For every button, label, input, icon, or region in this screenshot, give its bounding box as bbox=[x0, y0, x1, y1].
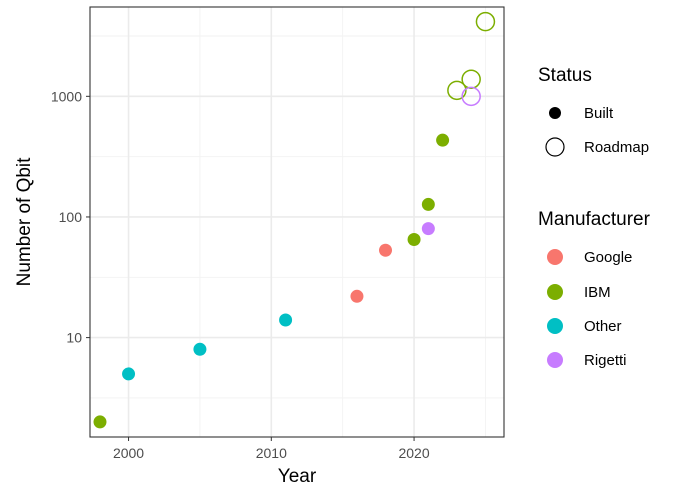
data-point-rigetti-built bbox=[421, 222, 435, 236]
legend-key-google bbox=[547, 249, 563, 265]
x-tick-label: 2000 bbox=[113, 445, 144, 461]
legend-title-manufacturer: Manufacturer bbox=[538, 209, 651, 230]
plot-panel bbox=[90, 7, 504, 437]
data-point-ibm-built bbox=[436, 133, 450, 147]
data-points bbox=[93, 11, 496, 429]
legend-label-other: Other bbox=[584, 318, 622, 335]
data-point-other-built bbox=[193, 342, 207, 356]
data-point-ibm-roadmap bbox=[447, 80, 467, 101]
x-axis-ticks: 2000 2010 2020 bbox=[113, 437, 430, 461]
legend-label-roadmap: Roadmap bbox=[584, 139, 649, 156]
y-tick-label: 100 bbox=[59, 209, 83, 225]
legend-title-status: Status bbox=[538, 65, 592, 86]
plot-border bbox=[89, 6, 505, 438]
legend-key-other bbox=[547, 318, 563, 334]
legend-label-ibm: IBM bbox=[584, 284, 611, 301]
data-point-ibm-roadmap bbox=[461, 69, 481, 89]
legend-label-google: Google bbox=[584, 249, 632, 266]
data-point-ibm-built bbox=[93, 415, 107, 429]
data-point-other-built bbox=[122, 367, 136, 381]
y-tick-label: 10 bbox=[66, 330, 82, 346]
data-point-ibm-built bbox=[421, 197, 435, 211]
x-tick-label: 2020 bbox=[398, 445, 429, 461]
grid-lines bbox=[90, 7, 504, 437]
data-point-google-built bbox=[350, 289, 364, 303]
legend-label-built: Built bbox=[584, 105, 614, 122]
x-tick-label: 2010 bbox=[256, 445, 287, 461]
legend-key-ibm bbox=[547, 284, 563, 300]
legend-key-rigetti bbox=[547, 352, 563, 368]
x-axis-title: Year bbox=[278, 466, 317, 487]
data-point-ibm-built bbox=[407, 233, 421, 247]
data-point-other-built bbox=[279, 313, 293, 327]
y-axis-ticks: 10 100 1000 bbox=[51, 88, 90, 346]
data-point-ibm-roadmap bbox=[475, 11, 496, 32]
y-axis-title: Number of Qbit bbox=[14, 157, 35, 287]
legend-status: Status Built Roadmap bbox=[538, 65, 649, 157]
data-point-google-built bbox=[379, 243, 393, 257]
legend-key-roadmap bbox=[545, 137, 565, 157]
legend-key-built bbox=[549, 107, 561, 119]
data-point-rigetti-roadmap bbox=[461, 86, 481, 107]
legend-manufacturer: Manufacturer Google IBM Other Rigetti bbox=[538, 209, 651, 369]
y-tick-label: 1000 bbox=[51, 88, 82, 104]
legend-label-rigetti: Rigetti bbox=[584, 352, 627, 369]
